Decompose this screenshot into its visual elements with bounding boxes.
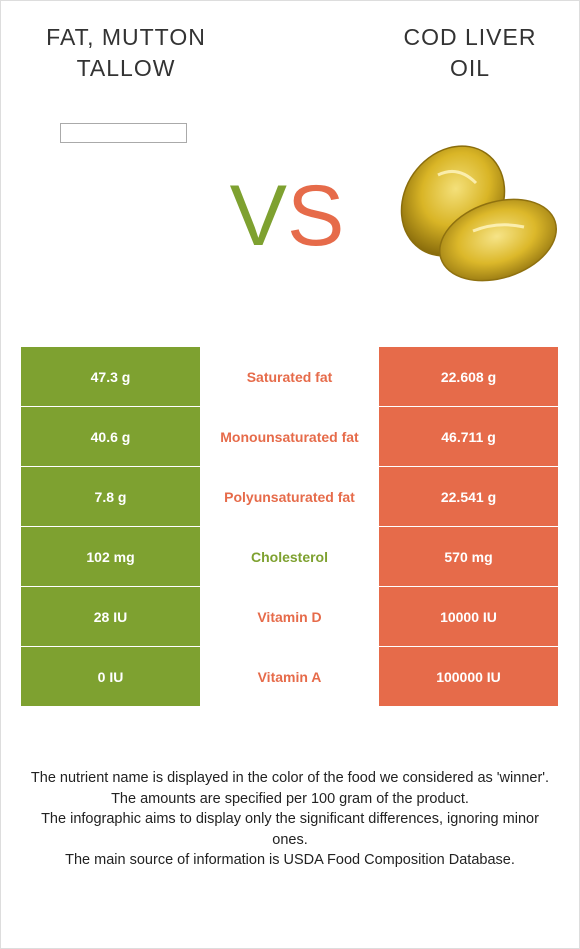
- left-value: 102 mg: [21, 526, 200, 587]
- nutrient-name: Polyunsaturated fat: [200, 466, 379, 527]
- table-row: 0 IU Vitamin A 100000 IU: [21, 646, 558, 707]
- right-value: 22.541 g: [379, 466, 558, 527]
- table-row: 102 mg Cholesterol 570 mg: [21, 526, 558, 587]
- nutrient-name: Saturated fat: [200, 347, 379, 407]
- footer-line-2: The amounts are specified per 100 gram o…: [111, 790, 469, 807]
- vs-v: V: [229, 168, 287, 264]
- vs-s: S: [287, 168, 345, 264]
- right-value: 46.711 g: [379, 406, 558, 467]
- vs-label: VS: [222, 166, 352, 266]
- right-value: 10000 IU: [379, 586, 558, 647]
- nutrient-name: Monounsaturated fat: [200, 406, 379, 467]
- table-row: 28 IU Vitamin D 10000 IU: [21, 586, 558, 647]
- table-row: 47.3 g Saturated fat 22.608 g: [21, 347, 558, 407]
- cod-liver-oil-capsules-icon: [400, 145, 558, 282]
- footer-notes: The nutrient name is displayed in the co…: [30, 768, 550, 871]
- right-value: 100000 IU: [379, 646, 558, 707]
- left-value: 47.3 g: [21, 347, 200, 407]
- right-value: 22.608 g: [379, 347, 558, 407]
- nutrient-name: Vitamin D: [200, 586, 379, 647]
- footer-line-4: The main source of information is USDA F…: [65, 852, 515, 868]
- table-row: 40.6 g Monounsaturated fat 46.711 g: [21, 406, 558, 467]
- right-food-title: COD LIVER OIL: [403, 24, 537, 81]
- left-value: 0 IU: [21, 646, 200, 707]
- left-food-title: FAT, MUTTON TALLOW: [46, 24, 206, 81]
- nutrient-name: Cholesterol: [200, 526, 379, 587]
- right-value: 570 mg: [379, 526, 558, 587]
- nutrient-name: Vitamin A: [200, 646, 379, 707]
- left-value: 28 IU: [21, 586, 200, 647]
- comparison-table: 47.3 g Saturated fat 22.608 g 40.6 g Monouns…: [21, 347, 558, 707]
- left-value: 40.6 g: [21, 406, 200, 467]
- table-row: 7.8 g Polyunsaturated fat 22.541 g: [21, 466, 558, 527]
- footer-line-1: The nutrient name is displayed in the co…: [30, 770, 550, 786]
- footer-line-3: The infographic aims to display only the…: [41, 811, 539, 848]
- left-value: 7.8 g: [21, 466, 200, 527]
- left-food-image: [60, 123, 187, 143]
